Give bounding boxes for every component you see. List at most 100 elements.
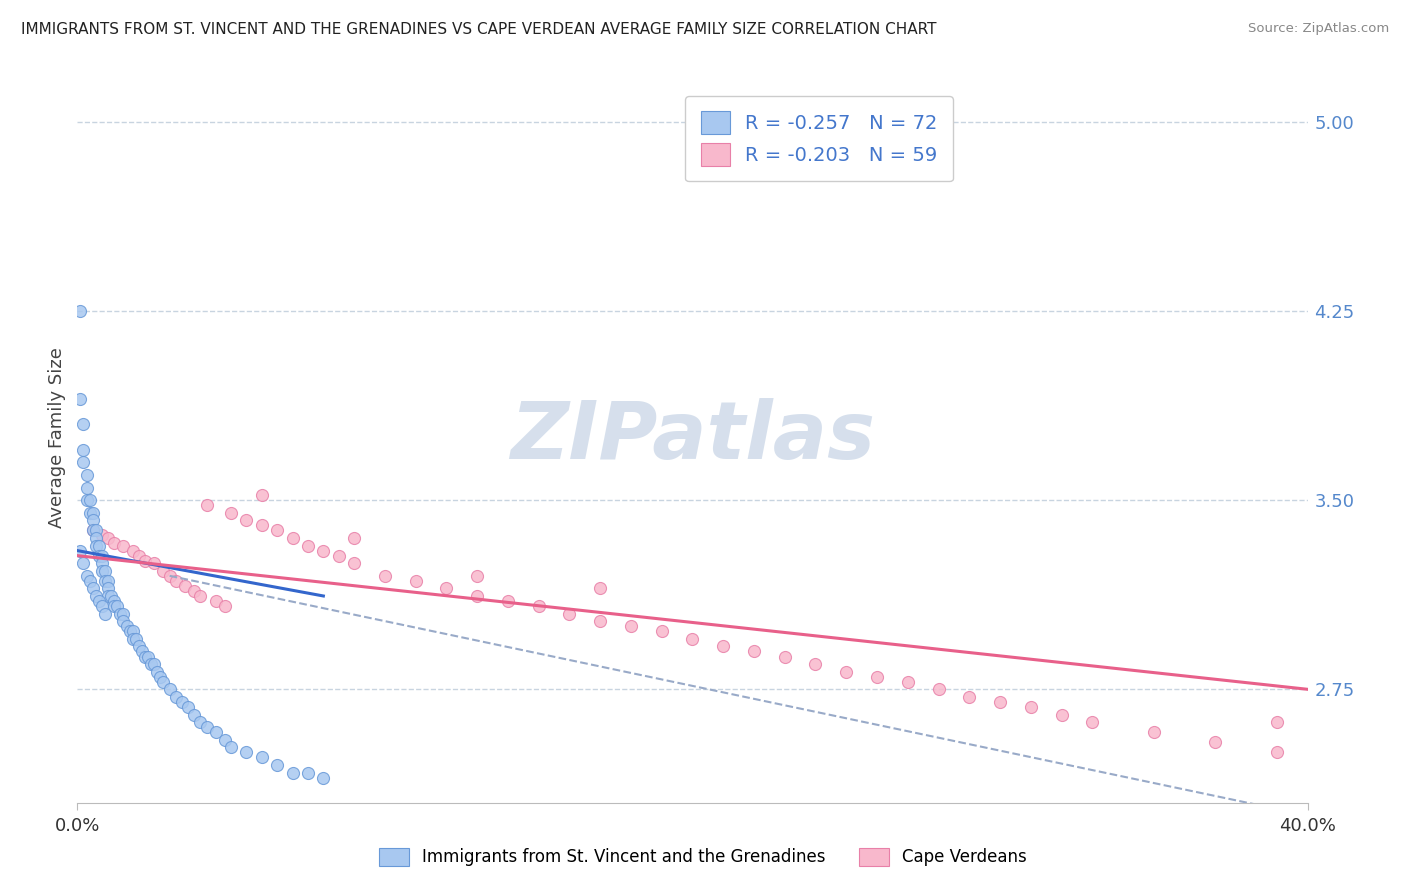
Point xyxy=(1081,715,1104,730)
Point xyxy=(558,607,581,621)
Point xyxy=(112,607,135,621)
Point xyxy=(219,506,242,520)
Point xyxy=(143,657,166,671)
Point xyxy=(97,574,120,588)
Point xyxy=(343,531,366,545)
Point xyxy=(121,624,143,639)
Point xyxy=(312,771,335,785)
Point xyxy=(195,720,218,734)
Point xyxy=(174,579,197,593)
Point xyxy=(496,594,519,608)
Point xyxy=(76,493,98,508)
Y-axis label: Average Family Size: Average Family Size xyxy=(48,347,66,527)
Point xyxy=(112,539,135,553)
Point xyxy=(97,589,120,603)
Point xyxy=(835,665,858,679)
Point xyxy=(159,682,181,697)
Point xyxy=(343,556,366,570)
Point xyxy=(72,417,94,432)
Point xyxy=(152,564,174,578)
Point xyxy=(897,674,920,689)
Point xyxy=(76,481,98,495)
Point xyxy=(136,649,159,664)
Point xyxy=(69,543,91,558)
Point xyxy=(72,556,94,570)
Point xyxy=(103,536,125,550)
Point xyxy=(297,765,319,780)
Point xyxy=(527,599,550,613)
Point xyxy=(131,644,153,658)
Point xyxy=(266,524,288,538)
Point xyxy=(711,640,734,654)
Point xyxy=(79,493,101,508)
Point xyxy=(235,513,257,527)
Point xyxy=(82,524,104,538)
Point xyxy=(76,569,98,583)
Point xyxy=(143,556,166,570)
Point xyxy=(214,732,236,747)
Point xyxy=(72,442,94,457)
Point xyxy=(928,682,950,697)
Point xyxy=(134,649,156,664)
Point xyxy=(297,539,319,553)
Point xyxy=(957,690,980,704)
Point xyxy=(110,607,132,621)
Point xyxy=(405,574,427,588)
Point xyxy=(128,640,150,654)
Point xyxy=(84,531,107,545)
Point xyxy=(1143,725,1166,739)
Point xyxy=(121,543,143,558)
Point xyxy=(69,392,91,407)
Point xyxy=(589,614,612,628)
Point xyxy=(118,624,141,639)
Legend: Immigrants from St. Vincent and the Grenadines, Cape Verdeans: Immigrants from St. Vincent and the Gren… xyxy=(371,839,1035,875)
Point xyxy=(465,569,488,583)
Point xyxy=(214,599,236,613)
Point xyxy=(465,589,488,603)
Legend: R = -0.257   N = 72, R = -0.203   N = 59: R = -0.257 N = 72, R = -0.203 N = 59 xyxy=(685,95,953,181)
Point xyxy=(183,583,205,598)
Point xyxy=(103,599,125,613)
Point xyxy=(128,549,150,563)
Point xyxy=(374,569,396,583)
Point xyxy=(773,649,796,664)
Point xyxy=(100,589,122,603)
Point xyxy=(620,619,643,633)
Point xyxy=(1050,707,1073,722)
Point xyxy=(188,715,212,730)
Point xyxy=(436,582,458,596)
Point xyxy=(159,569,181,583)
Point xyxy=(141,657,163,671)
Point xyxy=(165,690,187,704)
Point xyxy=(115,619,138,633)
Point xyxy=(79,574,101,588)
Text: ZIPatlas: ZIPatlas xyxy=(510,398,875,476)
Point xyxy=(149,670,172,684)
Point xyxy=(170,695,193,709)
Text: Source: ZipAtlas.com: Source: ZipAtlas.com xyxy=(1249,22,1389,36)
Point xyxy=(82,524,104,538)
Point xyxy=(82,582,104,596)
Point xyxy=(866,670,889,684)
Point xyxy=(103,594,125,608)
Point xyxy=(105,599,128,613)
Point xyxy=(84,589,107,603)
Point xyxy=(177,700,200,714)
Point xyxy=(94,607,117,621)
Point xyxy=(328,549,350,563)
Point xyxy=(82,513,104,527)
Point xyxy=(69,304,91,318)
Point xyxy=(112,614,135,628)
Point xyxy=(76,467,98,482)
Point xyxy=(146,665,169,679)
Point xyxy=(266,758,288,772)
Point xyxy=(1204,735,1226,749)
Point xyxy=(125,632,148,646)
Point xyxy=(219,740,242,755)
Point xyxy=(250,518,273,533)
Point xyxy=(204,725,226,739)
Point xyxy=(195,498,218,512)
Point xyxy=(250,750,273,764)
Point xyxy=(682,632,704,646)
Point xyxy=(84,539,107,553)
